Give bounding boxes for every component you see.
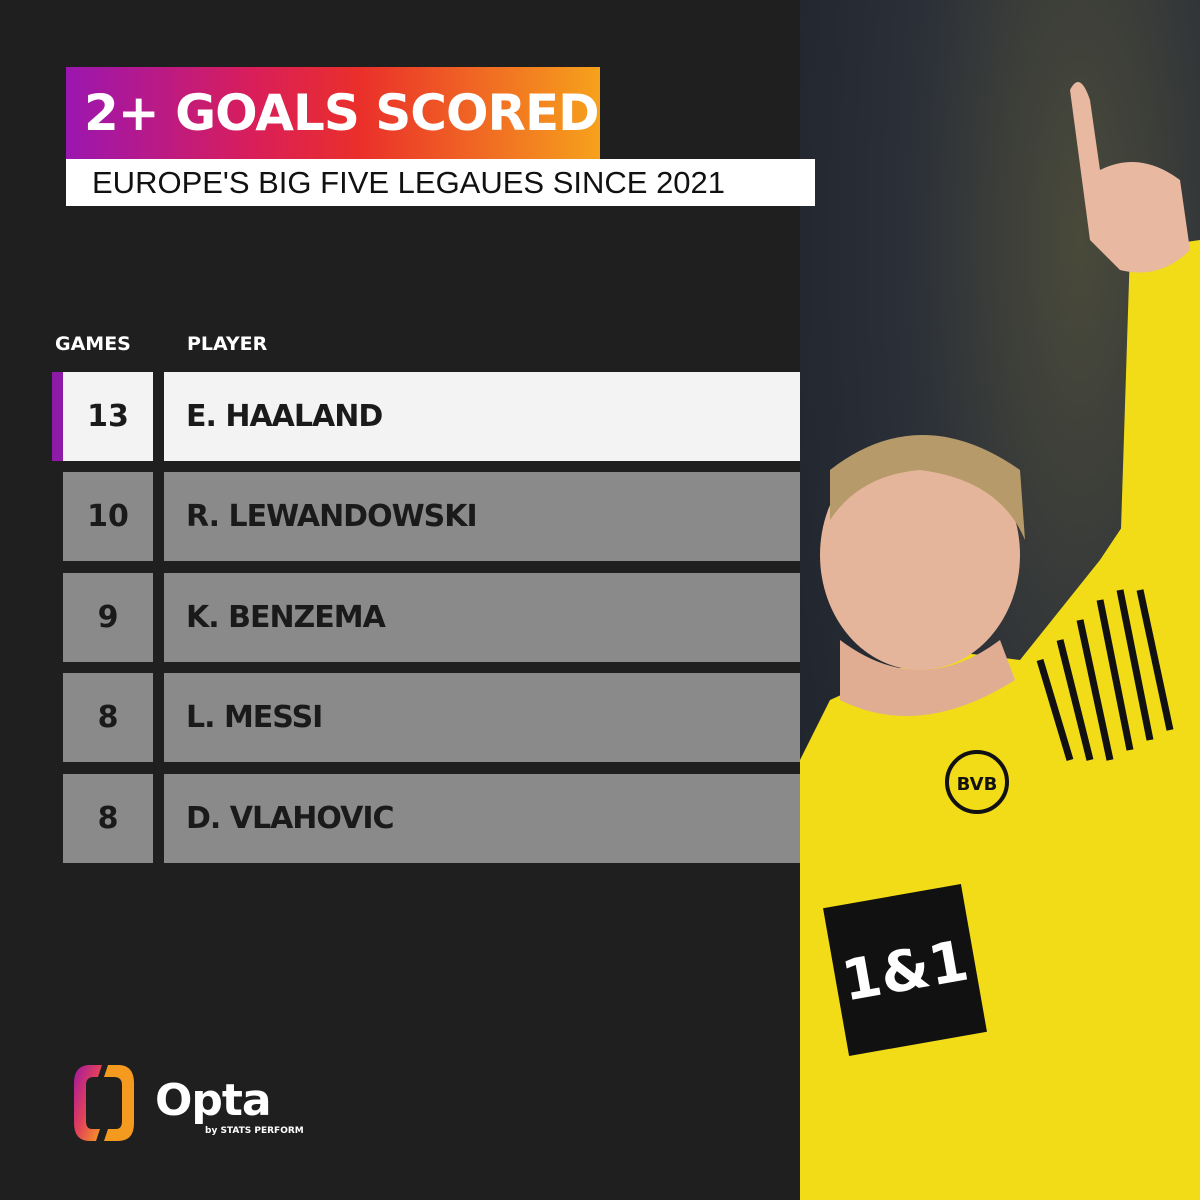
- player-cell: D. VLAHOVIC: [164, 774, 800, 863]
- player-photo: 1&1 BVB: [800, 0, 1200, 1200]
- brand-tagline: by STATS PERFORM: [205, 1126, 304, 1136]
- games-cell: 9: [63, 573, 153, 662]
- highlight-accent: [52, 372, 63, 461]
- brand-name: Opta: [155, 1075, 272, 1126]
- games-cell: 10: [63, 472, 153, 561]
- games-cell: 8: [63, 774, 153, 863]
- page-title: 2+ GOALS SCORED: [66, 67, 600, 159]
- opta-logo-icon: [74, 1065, 134, 1141]
- table-row: 8 D. VLAHOVIC: [63, 774, 800, 863]
- table-row: 13 E. HAALAND: [52, 372, 800, 461]
- player-cell: L. MESSI: [164, 673, 800, 762]
- table-row: 9 K. BENZEMA: [63, 573, 800, 662]
- svg-text:BVB: BVB: [957, 774, 998, 795]
- table-row: 10 R. LEWANDOWSKI: [63, 472, 800, 561]
- player-cell: K. BENZEMA: [164, 573, 800, 662]
- games-cell: 8: [63, 673, 153, 762]
- table-row: 8 L. MESSI: [63, 673, 800, 762]
- player-cell: R. LEWANDOWSKI: [164, 472, 800, 561]
- page-subtitle: EUROPE'S BIG FIVE LEGAUES SINCE 2021: [66, 159, 815, 206]
- player-cell: E. HAALAND: [164, 372, 800, 461]
- player-column-header: PLAYER: [187, 333, 268, 355]
- games-column-header: GAMES: [55, 333, 131, 355]
- games-cell: 13: [63, 372, 153, 461]
